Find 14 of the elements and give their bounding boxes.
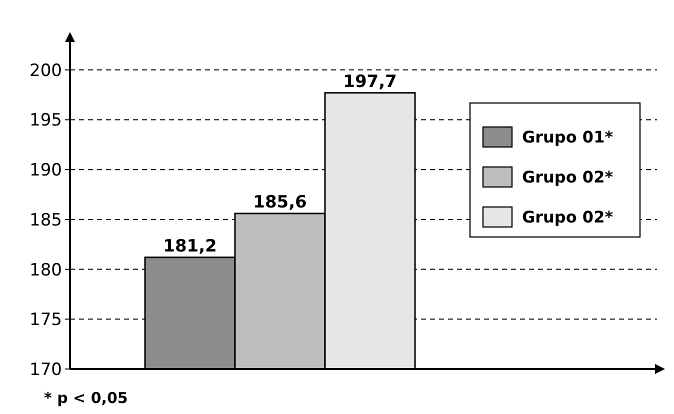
y-tick-label: 185 [30,210,62,230]
y-tick-label: 195 [30,110,62,131]
y-tick-label: 170 [30,360,62,380]
y-tick-label: 200 [30,60,62,81]
data-label: 185,6 [253,192,307,212]
data-label: 181,2 [163,236,217,256]
y-tick-label: 180 [30,260,62,280]
y-tick-label: 190 [30,160,62,181]
data-label: 197,7 [343,72,397,92]
legend-label: Grupo 01* [522,128,614,147]
legend-label: Grupo 02* [522,208,614,227]
legend-label: Grupo 02* [522,168,614,187]
y-tick-label: 175 [30,310,62,330]
text: * p < 0,05 [44,389,128,407]
